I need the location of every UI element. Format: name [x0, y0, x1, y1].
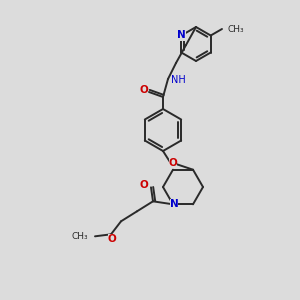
- Text: O: O: [108, 234, 116, 244]
- Text: CH₃: CH₃: [71, 232, 88, 241]
- Text: O: O: [140, 85, 148, 95]
- Text: O: O: [169, 158, 177, 168]
- Text: O: O: [140, 180, 148, 190]
- Text: N: N: [169, 199, 178, 209]
- Text: CH₃: CH₃: [228, 25, 244, 34]
- Text: NH: NH: [171, 75, 186, 85]
- Text: N: N: [177, 31, 186, 40]
